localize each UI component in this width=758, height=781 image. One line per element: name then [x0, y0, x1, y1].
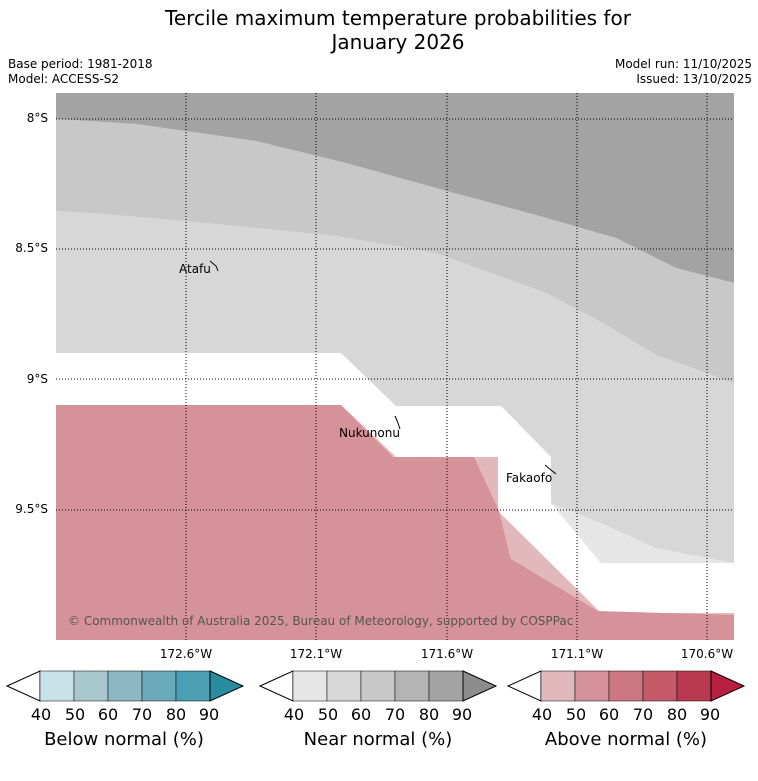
cbar-near-swatch-3 [360, 670, 396, 702]
base-period: Base period: 1981-2018 [8, 57, 153, 71]
colorbar-near-normal [259, 670, 498, 702]
near-normal-50-region [56, 211, 734, 563]
colorbar-above-label: Above normal (%) [544, 729, 708, 750]
tick-label: 50 [565, 705, 587, 724]
meta-left: Base period: 1981-2018 Model: ACCESS-S2 [8, 57, 153, 87]
island-outlines [209, 260, 557, 475]
tick-label: 60 [350, 705, 372, 724]
lon-label-171-1w: 171.1°W [550, 647, 604, 661]
tick-label: 80 [666, 705, 688, 724]
place-atafu: Atafu [179, 262, 211, 276]
tick-label: 40 [531, 705, 553, 724]
tick-label: 70 [384, 705, 406, 724]
tick-label: 90 [699, 705, 721, 724]
tick-label: 40 [283, 705, 305, 724]
cbar-above-swatch-0 [507, 670, 542, 702]
colorbar-near-label: Near normal (%) [303, 729, 453, 750]
tick-label: 80 [418, 705, 440, 724]
tick-label: 50 [64, 705, 86, 724]
cbar-above-swatch-1 [540, 670, 576, 702]
cbar-below-swatch-2 [73, 670, 109, 702]
cbar-below-swatch-0 [6, 670, 41, 702]
fakaofo-outline [544, 464, 557, 475]
model-name: Model: ACCESS-S2 [8, 72, 120, 86]
tick-label: 40 [30, 705, 52, 724]
cbar-near-swatch-5 [428, 670, 464, 702]
colorbar-below-label: Below normal (%) [44, 729, 204, 750]
tick-label: 70 [131, 705, 153, 724]
tick-label: 90 [451, 705, 473, 724]
cbar-above-swatch-4 [642, 670, 678, 702]
tick-label: 70 [632, 705, 654, 724]
nukunonu-outline [394, 415, 401, 430]
lon-label-172-6w: 172.6°W [159, 647, 213, 661]
lon-label-172-1w: 172.1°W [289, 647, 343, 661]
meta-right: Model run: 11/10/2025 Issued: 13/10/2025 [615, 57, 752, 87]
issued-date: Issued: 13/10/2025 [636, 72, 752, 86]
lat-label-9s: 9°S [26, 372, 48, 386]
map-title: Tercile maximum temperature probabilitie… [165, 6, 631, 54]
cbar-below-swatch-3 [107, 670, 143, 702]
above-normal-50-region-lower [56, 405, 734, 640]
map-gridlines [56, 93, 734, 640]
cbar-above-swatch-5 [676, 670, 712, 702]
cbar-near-swatch-6 [462, 670, 498, 702]
lon-label-171-6w: 171.6°W [420, 647, 474, 661]
cbar-below-swatch-5 [175, 670, 211, 702]
tick-label: 60 [97, 705, 119, 724]
atafu-outline [209, 260, 219, 272]
cbar-above-swatch-2 [574, 670, 610, 702]
tick-label: 80 [165, 705, 187, 724]
tick-label: 60 [598, 705, 620, 724]
cbar-below-swatch-1 [39, 670, 75, 702]
cbar-above-swatch-6 [710, 670, 746, 702]
place-fakaofo: Fakaofo [506, 471, 553, 485]
copyright-credit: © Commonwealth of Australia 2025, Bureau… [68, 614, 574, 628]
cbar-near-swatch-1 [292, 670, 328, 702]
cbar-near-swatch-4 [394, 670, 430, 702]
cbar-near-swatch-0 [259, 670, 294, 702]
colorbar-above-normal [507, 670, 746, 702]
cbar-below-swatch-4 [141, 670, 177, 702]
cbar-below-swatch-6 [209, 670, 245, 702]
cbar-near-swatch-2 [326, 670, 362, 702]
lat-label-8s: 8°S [26, 111, 48, 125]
lat-label-9-5s: 9.5°S [15, 502, 48, 516]
map-canvas [56, 93, 734, 640]
lat-label-8-5s: 8.5°S [15, 241, 48, 255]
above-normal-40-region [276, 405, 734, 640]
near-normal-60-region [56, 119, 734, 383]
cbar-above-swatch-3 [608, 670, 644, 702]
colorbar-below-normal [6, 670, 245, 702]
tick-label: 90 [198, 705, 220, 724]
lon-label-170-6w: 170.6°W [680, 647, 734, 661]
probability-map [56, 93, 734, 640]
tick-label: 50 [317, 705, 339, 724]
near-normal-70-region [56, 93, 734, 283]
place-nukunonu: Nukunonu [339, 426, 400, 440]
near-normal-40-region [551, 503, 734, 563]
model-run: Model run: 11/10/2025 [614, 57, 752, 71]
